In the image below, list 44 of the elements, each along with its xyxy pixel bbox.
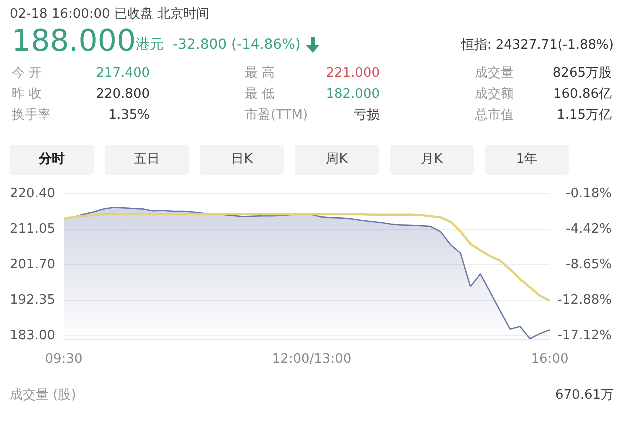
text: 周K	[295, 145, 379, 175]
text: 日K	[200, 145, 284, 175]
text: 月K	[390, 145, 474, 175]
chart-subtitle: 188.000	[12, 24, 136, 59]
text: 成交量	[475, 66, 514, 82]
text: 160.86亿	[554, 87, 612, 103]
text: 1.15万亿	[557, 108, 612, 124]
chart-title: 02-18 16:00:00 已收盘 北京时间	[10, 7, 210, 23]
text: 分时	[10, 145, 94, 175]
text: 8265万股	[552, 66, 612, 82]
text: 1年	[485, 145, 569, 175]
text: 最 高	[245, 66, 276, 82]
text: 217.400	[96, 66, 150, 82]
text: 总市值	[475, 108, 514, 124]
text: 亏损	[354, 108, 380, 124]
text: -32.800 (-14.86%)	[173, 37, 301, 53]
text: 成交额	[475, 87, 514, 103]
text: 670.61万	[556, 388, 614, 404]
text: 最 低	[245, 87, 276, 103]
text: 220.800	[96, 87, 150, 103]
y2-tick-label: -12.88%	[558, 293, 612, 308]
text: 182.000	[326, 87, 380, 103]
text: 五日	[105, 145, 189, 175]
y-tick-label: 201.70	[10, 257, 56, 272]
text: 换手率	[12, 108, 51, 124]
y2-tick-label: -17.12%	[558, 328, 612, 344]
text: 1.35%	[108, 108, 150, 124]
y-tick-label: 211.05	[10, 222, 56, 237]
y2-tick-label: -4.42%	[566, 222, 612, 237]
text: 昨 收	[12, 87, 42, 103]
y2-tick-label: -0.18%	[566, 186, 612, 202]
x-tick-label: 12:00/13:00	[272, 352, 352, 368]
y2-tick-label: -8.65%	[566, 257, 612, 272]
text: 成交量 (股)	[10, 388, 76, 404]
text: 今 开	[12, 66, 42, 82]
y-tick-label: 192.35	[10, 293, 56, 308]
text: 恒指: 24327.71(-1.88%)	[461, 38, 614, 54]
x-tick-label: 09:30	[45, 352, 83, 368]
text: 市盈(TTM)	[245, 108, 308, 124]
text: 221.000	[326, 66, 380, 82]
x-tick-label: 16:00	[531, 352, 569, 368]
text: 港元	[136, 37, 164, 53]
y-tick-label: 183.00	[10, 328, 56, 344]
y-tick-label: 220.40	[10, 186, 56, 202]
